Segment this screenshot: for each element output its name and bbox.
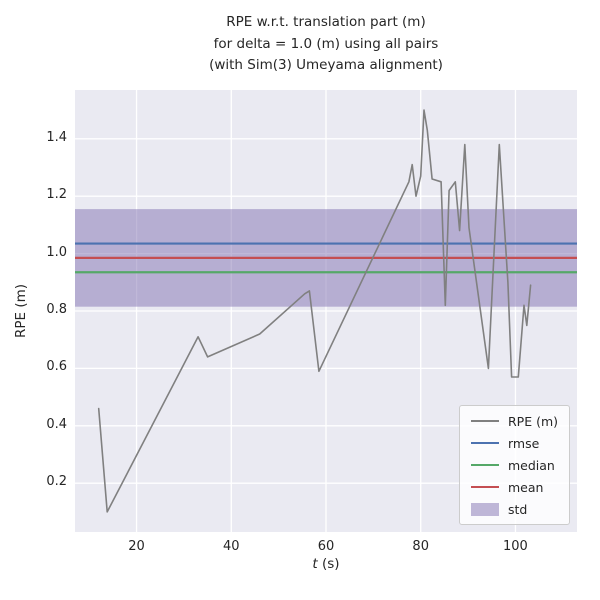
- y-tick-label: 1.0: [46, 244, 67, 260]
- x-tick-label: 60: [317, 539, 335, 554]
- median-line-sample: [470, 463, 499, 467]
- legend-item-rpe: RPE (m): [470, 413, 558, 429]
- chart-title-line-2: for delta = 1.0 (m) using all pairs: [213, 35, 439, 52]
- chart-title-line-1: RPE w.r.t. translation part (m): [226, 14, 426, 30]
- x-tick-label: 100: [503, 539, 528, 554]
- legend-label: mean: [507, 479, 544, 495]
- x-axis-label-unit: (s): [317, 556, 340, 572]
- legend-item-mean: mean: [470, 479, 558, 495]
- y-tick-label: 1.2: [46, 187, 67, 203]
- std-patch-sample: [470, 502, 499, 516]
- plot-area: RPE (m) rmse median mean std: [75, 90, 577, 532]
- legend-label: RPE (m): [507, 413, 558, 429]
- chart-title: RPE w.r.t. translation part (m) for delt…: [75, 12, 577, 77]
- x-tick-label: 20: [128, 539, 145, 554]
- legend: RPE (m) rmse median mean std: [458, 405, 570, 525]
- rmse-line-sample: [470, 441, 499, 445]
- y-tick-label: 0.2: [46, 474, 67, 490]
- legend-label: rmse: [507, 435, 540, 451]
- x-axis-label-variable: t: [312, 556, 318, 572]
- x-axis-label: t (s): [75, 556, 577, 572]
- legend-label: std: [507, 501, 528, 517]
- legend-label: median: [507, 457, 555, 473]
- legend-item-rmse: rmse: [470, 435, 558, 451]
- y-tick-label: 0.8: [46, 302, 67, 317]
- plot-canvas: [75, 90, 577, 532]
- y-tick-label: 0.4: [46, 416, 67, 432]
- x-tick-label: 40: [223, 539, 240, 554]
- x-tick-label: 80: [412, 539, 429, 554]
- y-tick-label: 0.6: [46, 359, 67, 375]
- chart-title-line-3: (with Sim(3) Umeyama alignment): [209, 57, 443, 74]
- legend-item-median: median: [470, 457, 558, 473]
- mean-line-sample: [470, 485, 499, 489]
- legend-item-std: std: [470, 501, 558, 517]
- y-tick-label: 1.4: [46, 129, 67, 145]
- rpe-line-sample: [470, 419, 499, 423]
